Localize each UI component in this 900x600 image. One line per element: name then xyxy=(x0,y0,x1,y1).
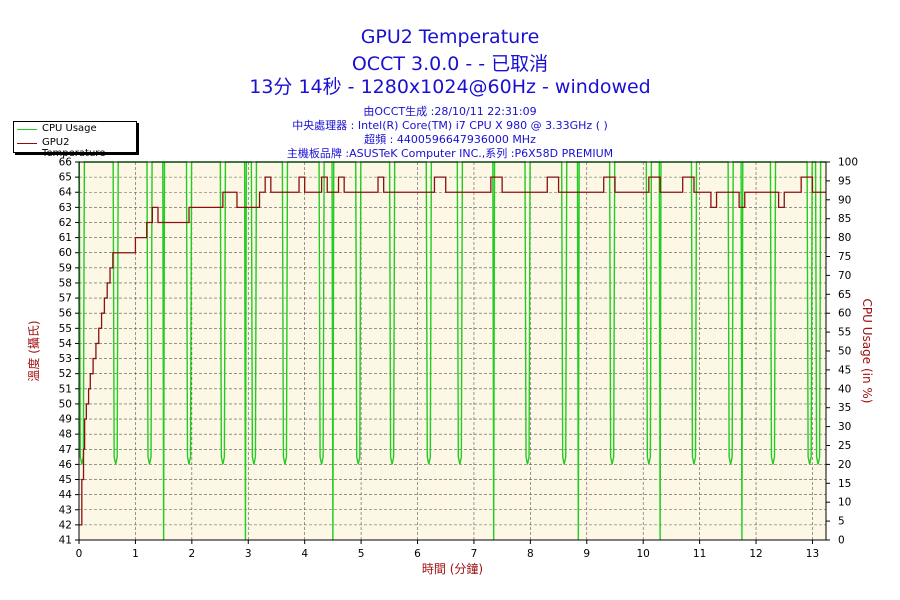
y2-tick-label: 75 xyxy=(838,251,851,263)
y2-tick-label: 10 xyxy=(838,497,851,509)
y-tick-label: 59 xyxy=(59,262,72,274)
x-tick-label: 0 xyxy=(76,548,83,560)
clock-info: 超頻 : 4400596647936000 MHz xyxy=(364,133,536,146)
x-axis-label: 時間 (分鐘) xyxy=(422,561,483,576)
y-tick-label: 43 xyxy=(59,504,72,516)
y2-tick-label: 55 xyxy=(838,327,851,339)
y-tick-label: 42 xyxy=(59,519,72,531)
x-tick-label: 13 xyxy=(806,548,819,560)
y2-tick-label: 95 xyxy=(838,175,851,187)
y-tick-label: 57 xyxy=(59,293,72,305)
legend-item-gpu2-temperature: GPU2 Temperature xyxy=(14,137,134,159)
x-tick-label: 9 xyxy=(583,548,590,560)
y2-tick-label: 80 xyxy=(838,232,851,244)
legend-swatch-cpu-usage xyxy=(17,129,37,130)
x-tick-label: 3 xyxy=(245,548,252,560)
y2-tick-label: 100 xyxy=(838,157,858,169)
y2-tick-label: 30 xyxy=(838,421,851,433)
y2-tick-label: 40 xyxy=(838,383,851,395)
y-tick-label: 50 xyxy=(59,398,72,410)
x-tick-label: 10 xyxy=(637,548,650,560)
y2-tick-label: 85 xyxy=(838,213,851,225)
x-tick-label: 7 xyxy=(471,548,478,560)
y-tick-label: 54 xyxy=(59,338,73,350)
motherboard-info: 主機板品牌 :ASUSTeK Computer INC.,系列 :P6X58D … xyxy=(286,147,614,160)
x-tick-label: 1 xyxy=(132,548,139,560)
y2-tick-label: 0 xyxy=(838,535,845,547)
y-tick-label: 41 xyxy=(59,535,72,547)
y2-tick-label: 45 xyxy=(838,364,851,376)
y2-tick-label: 15 xyxy=(838,478,851,490)
y2-tick-label: 5 xyxy=(838,516,845,528)
y2-tick-label: 65 xyxy=(838,289,851,301)
y-axis-label: 溫度 (攝氏) xyxy=(26,320,41,381)
y-tick-label: 55 xyxy=(59,323,72,335)
y-tick-label: 48 xyxy=(59,429,72,441)
y-tick-label: 52 xyxy=(59,368,72,380)
y-tick-label: 56 xyxy=(59,308,73,320)
y-tick-label: 51 xyxy=(59,383,72,395)
plot-area xyxy=(79,162,826,540)
y-tick-label: 58 xyxy=(59,277,72,289)
x-tick-label: 8 xyxy=(527,548,534,560)
y-tick-label: 53 xyxy=(59,353,72,365)
y-tick-label: 66 xyxy=(59,157,73,169)
y2-axis-label: CPU Usage (in %) xyxy=(860,299,874,404)
run-info: 13分 14秒 - 1280x1024@60Hz - windowed xyxy=(249,76,651,98)
y-tick-label: 46 xyxy=(59,459,73,471)
x-tick-label: 2 xyxy=(188,548,195,560)
y2-tick-label: 20 xyxy=(838,459,851,471)
y-tick-label: 64 xyxy=(59,187,73,199)
x-tick-label: 5 xyxy=(358,548,365,560)
y2-tick-label: 60 xyxy=(838,308,851,320)
y-tick-label: 45 xyxy=(59,474,72,486)
cpu-usage-line xyxy=(78,161,826,541)
y-tick-label: 63 xyxy=(59,202,72,214)
x-tick-label: 4 xyxy=(301,548,308,560)
y-tick-label: 44 xyxy=(59,489,73,501)
x-tick-label: 6 xyxy=(414,548,421,560)
y-tick-label: 47 xyxy=(59,444,72,456)
legend-swatch-gpu2-temperature xyxy=(17,143,37,144)
y-tick-label: 49 xyxy=(59,414,72,426)
legend: CPU Usage GPU2 Temperature xyxy=(13,121,137,159)
cpu-info: 中央處理器 : Intel(R) Core(TM) i7 CPU X 980 @… xyxy=(292,119,608,132)
chart-subtitle: OCCT 3.0.0 - - 已取消 xyxy=(351,53,549,75)
y2-tick-label: 35 xyxy=(838,402,851,414)
legend-item-cpu-usage: CPU Usage xyxy=(14,123,134,137)
y-tick-label: 61 xyxy=(59,232,72,244)
legend-label-gpu2-temperature: GPU2 Temperature xyxy=(42,137,106,159)
y-tick-label: 62 xyxy=(59,217,72,229)
gpu2-temperature-line xyxy=(79,176,826,526)
y2-tick-label: 50 xyxy=(838,346,851,358)
x-tick-label: 12 xyxy=(749,548,762,560)
y2-tick-label: 90 xyxy=(838,194,851,206)
plot-frame xyxy=(78,161,827,541)
y-tick-label: 60 xyxy=(59,247,72,259)
legend-label-cpu-usage: CPU Usage xyxy=(42,123,97,134)
y2-tick-label: 70 xyxy=(838,270,851,282)
generated-info: 由OCCT生成 :28/10/11 22:31:09 xyxy=(363,105,537,118)
x-tick-label: 11 xyxy=(693,548,706,560)
y-tick-label: 65 xyxy=(59,172,72,184)
y2-tick-label: 25 xyxy=(838,440,851,452)
chart-title: GPU2 Temperature xyxy=(360,26,540,48)
